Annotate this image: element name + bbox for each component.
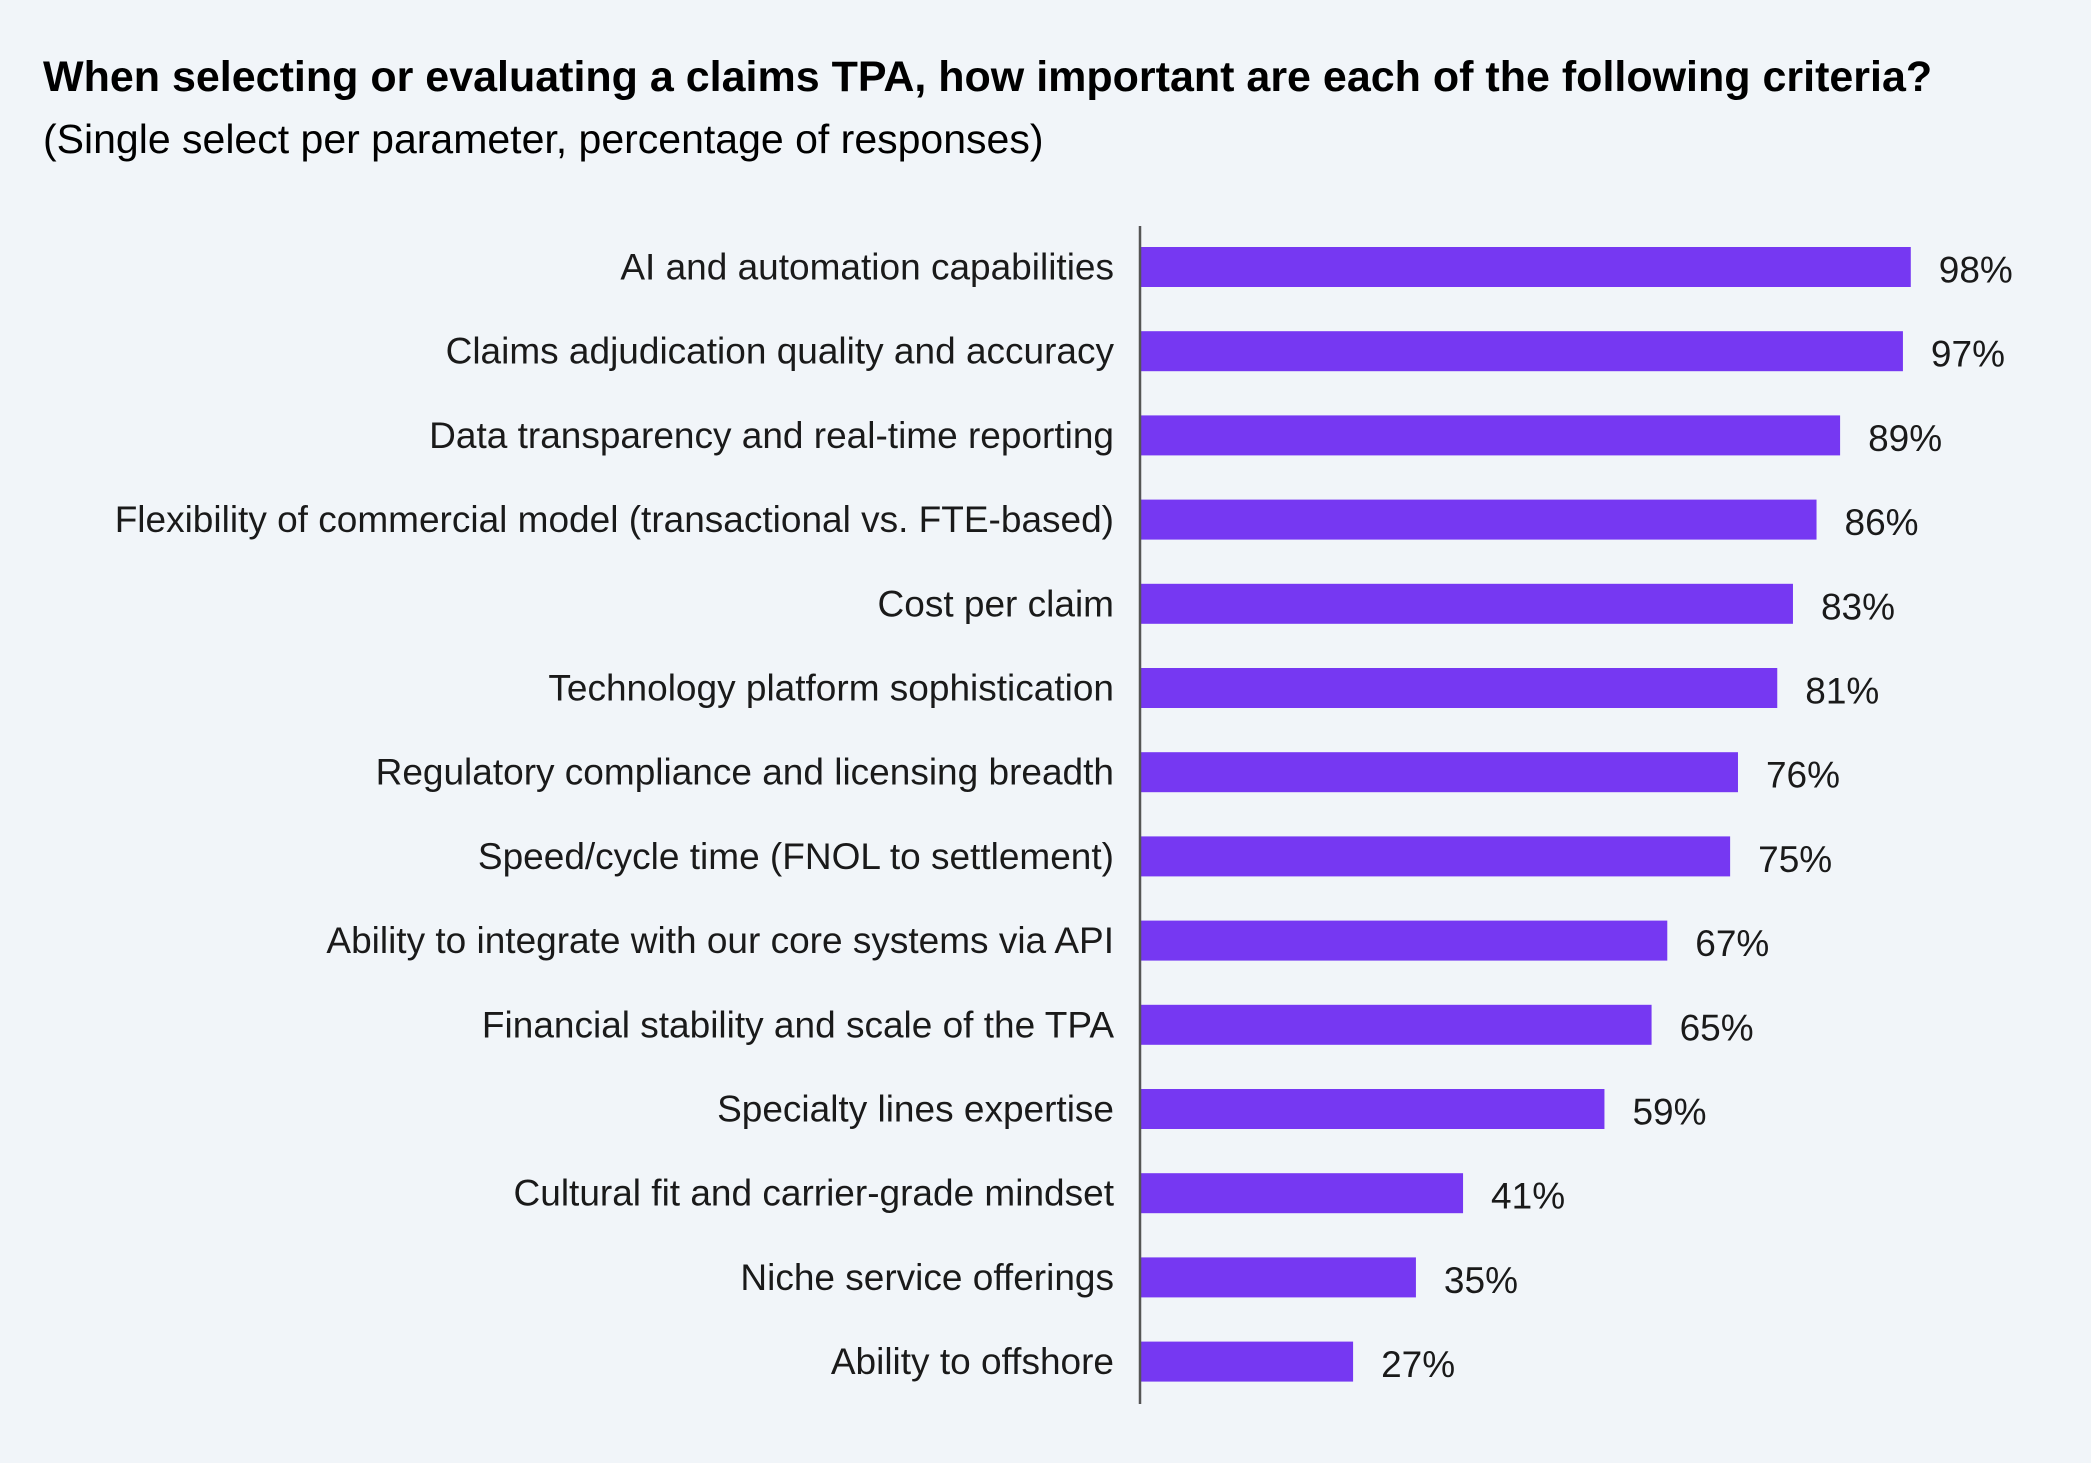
bar-10	[1141, 1004, 1652, 1045]
category-label-9: Ability to integrate with our core syste…	[326, 920, 1114, 961]
bar-3	[1141, 415, 1841, 456]
bar-13	[1141, 1257, 1416, 1298]
value-label-4: 86%	[1845, 502, 1919, 543]
value-label-3: 89%	[1868, 418, 1942, 459]
value-label-9: 67%	[1695, 923, 1769, 964]
value-label-2: 97%	[1931, 334, 2005, 375]
value-label-10: 65%	[1680, 1007, 1754, 1048]
value-label-11: 59%	[1632, 1092, 1706, 1133]
value-label-6: 81%	[1805, 671, 1879, 712]
bar-5	[1141, 583, 1793, 624]
bar-11	[1141, 1089, 1605, 1129]
chart-title: When selecting or evaluating a claims TP…	[43, 53, 1933, 101]
value-label-8: 75%	[1758, 839, 1832, 880]
category-label-5: Cost per claim	[878, 583, 1114, 624]
value-label-12: 41%	[1491, 1176, 1565, 1217]
category-label-8: Speed/cycle time (FNOL to settlement)	[478, 836, 1114, 877]
category-label-10: Financial stability and scale of the TPA	[482, 1004, 1114, 1045]
bar-7	[1141, 752, 1738, 793]
bar-12	[1141, 1173, 1464, 1214]
value-label-5: 83%	[1821, 586, 1895, 627]
bar-9	[1141, 920, 1668, 961]
category-label-1: AI and automation capabilities	[620, 247, 1114, 288]
category-label-2: Claims adjudication quality and accuracy	[446, 331, 1115, 372]
bar-1	[1141, 247, 1911, 287]
category-labels-group: AI and automation capabilities Claims adj…	[115, 247, 1115, 1383]
bars-group	[1141, 247, 1911, 1382]
bar-2	[1141, 331, 1903, 372]
category-label-4: Flexibility of commercial model (transac…	[115, 499, 1114, 540]
value-label-7: 76%	[1766, 755, 1840, 796]
category-label-6: Technology platform sophistication	[548, 668, 1114, 709]
chart-subtitle: (Single select per parameter, percentage…	[43, 116, 1044, 162]
category-label-7: Regulatory compliance and licensing brea…	[376, 752, 1114, 793]
category-label-14: Ability to offshore	[831, 1341, 1114, 1382]
bar-6	[1141, 668, 1778, 708]
bar-8	[1141, 836, 1731, 877]
bar-14	[1141, 1341, 1354, 1382]
category-label-11: Specialty lines expertise	[717, 1089, 1114, 1130]
bar-4	[1141, 499, 1817, 540]
category-label-3: Data transparency and real-time reportin…	[429, 415, 1114, 456]
value-label-13: 35%	[1444, 1260, 1518, 1301]
value-label-1: 98%	[1939, 250, 2013, 291]
category-label-13: Niche service offerings	[740, 1257, 1114, 1298]
category-label-12: Cultural fit and carrier-grade mindset	[514, 1173, 1115, 1214]
value-label-14: 27%	[1381, 1344, 1455, 1385]
value-labels-group: 98% 97% 89% 86% 83% 81% 76% 75% 67% 65% 59% 41% 35% 2…	[1381, 250, 2013, 1386]
